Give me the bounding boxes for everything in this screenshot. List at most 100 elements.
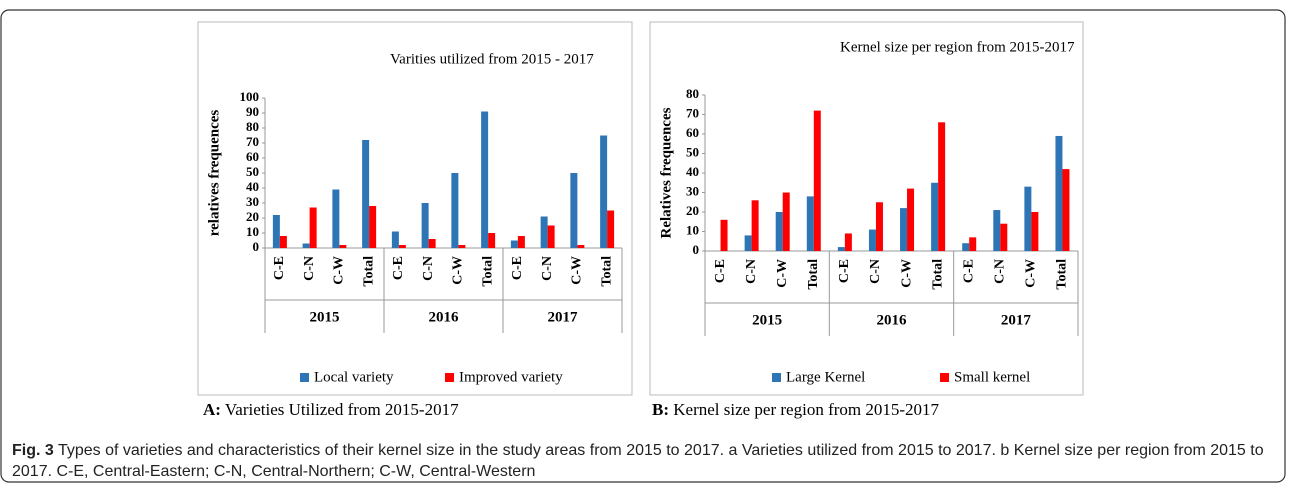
bar <box>398 245 406 248</box>
x-tick-label: Total <box>930 259 945 290</box>
group-label: 2017 <box>548 309 579 325</box>
x-tick-label: C-W <box>899 259 914 288</box>
legend-label: Local variety <box>314 369 394 385</box>
group-label: 2016 <box>429 309 460 325</box>
bar <box>775 212 783 251</box>
legend-label: Large Kernel <box>786 369 865 385</box>
x-tick-label: C-N <box>868 259 883 284</box>
legend-swatch <box>300 373 309 382</box>
panel-text: Kernel size per region from 2015-2017 <box>673 400 940 419</box>
y-tick-label: 50 <box>686 144 699 159</box>
y-tick-label: 30 <box>246 194 259 209</box>
x-tick-label: Total <box>599 256 614 287</box>
bar <box>458 245 466 248</box>
bar <box>1062 169 1070 251</box>
y-tick-label: 0 <box>693 242 700 257</box>
panel-caption: B: Kernel size per region from 2015-2017 <box>652 400 939 420</box>
bar <box>744 235 752 251</box>
y-tick-label: 20 <box>686 203 699 218</box>
bar <box>279 236 287 248</box>
x-tick-label: C-E <box>837 259 852 283</box>
bar <box>570 173 578 248</box>
bar <box>391 231 399 248</box>
bar <box>607 210 615 248</box>
bar <box>577 245 585 248</box>
x-tick-label: Total <box>806 259 821 290</box>
x-tick-label: C-N <box>302 256 317 281</box>
bar <box>302 243 310 248</box>
y-tick-label: 90 <box>246 104 259 119</box>
panel-text: Varieties Utilized from 2015-2017 <box>224 400 459 419</box>
bar <box>362 140 370 248</box>
bar <box>547 225 555 248</box>
y-tick-label: 10 <box>686 222 699 237</box>
bar <box>875 202 883 251</box>
bar <box>421 203 429 248</box>
bar <box>868 229 876 251</box>
bar <box>782 192 790 251</box>
x-tick-label: C-E <box>510 256 525 280</box>
chart-title: Kernel size per region from 2015-2017 <box>840 39 1075 55</box>
bar <box>806 196 814 251</box>
x-tick-label: C-W <box>1024 259 1039 288</box>
bar <box>962 243 970 251</box>
y-tick-label: 60 <box>686 125 699 140</box>
group-label: 2017 <box>1001 312 1032 328</box>
chart-title: Varities utilized from 2015 - 2017 <box>390 51 594 67</box>
chart-frame <box>649 21 1084 396</box>
caption-text: Types of varieties and characteristics o… <box>12 442 1264 480</box>
bar <box>428 239 436 248</box>
x-tick-label: C-N <box>993 259 1008 284</box>
y-tick-label: 40 <box>686 164 699 179</box>
legend-swatch <box>772 373 781 382</box>
bar <box>931 182 939 251</box>
caption-label: Fig. 3 <box>12 442 54 459</box>
bar <box>993 210 1001 251</box>
y-tick-label: 0 <box>253 239 260 254</box>
panel-caption: A: Varieties Utilized from 2015-2017 <box>203 400 459 420</box>
bar <box>451 173 459 248</box>
legend-label: Improved variety <box>459 369 563 385</box>
bar <box>309 207 317 248</box>
bar <box>369 206 377 248</box>
x-tick-label: C-W <box>570 256 585 285</box>
x-tick-label: C-N <box>744 259 759 284</box>
x-tick-label: Total <box>480 256 495 287</box>
y-tick-label: 40 <box>246 179 259 194</box>
y-tick-label: 70 <box>686 105 699 120</box>
bar <box>1000 223 1008 251</box>
y-tick-label: 50 <box>246 164 259 179</box>
group-label: 2015 <box>310 309 340 325</box>
panel-label: A: <box>203 400 221 419</box>
figure-frame <box>0 9 1286 483</box>
bar <box>332 189 340 248</box>
group-label: 2015 <box>752 312 782 328</box>
bar <box>600 135 608 248</box>
bar <box>510 240 518 248</box>
y-tick-label: 100 <box>240 89 260 104</box>
bar <box>517 236 525 248</box>
y-tick-label: 30 <box>686 183 699 198</box>
y-tick-label: 70 <box>246 134 259 149</box>
bar <box>540 216 548 248</box>
y-tick-label: 20 <box>246 209 259 224</box>
x-tick-label: C-W <box>332 256 347 285</box>
bar <box>938 122 946 251</box>
x-tick-label: C-E <box>391 256 406 280</box>
x-tick-label: C-W <box>451 256 466 285</box>
bar <box>272 215 280 248</box>
x-tick-label: C-N <box>540 256 555 281</box>
y-tick-label: 80 <box>686 86 699 101</box>
x-tick-label: Total <box>1055 259 1070 290</box>
bar <box>1031 212 1039 251</box>
bar <box>720 219 728 251</box>
x-tick-label: C-E <box>713 259 728 283</box>
bar <box>969 237 977 251</box>
bar <box>1024 186 1032 251</box>
legend-swatch <box>445 373 454 382</box>
bar <box>1055 135 1063 251</box>
bar <box>751 200 759 251</box>
chart-frame <box>197 21 633 396</box>
legend-label: Small kernel <box>954 369 1030 385</box>
